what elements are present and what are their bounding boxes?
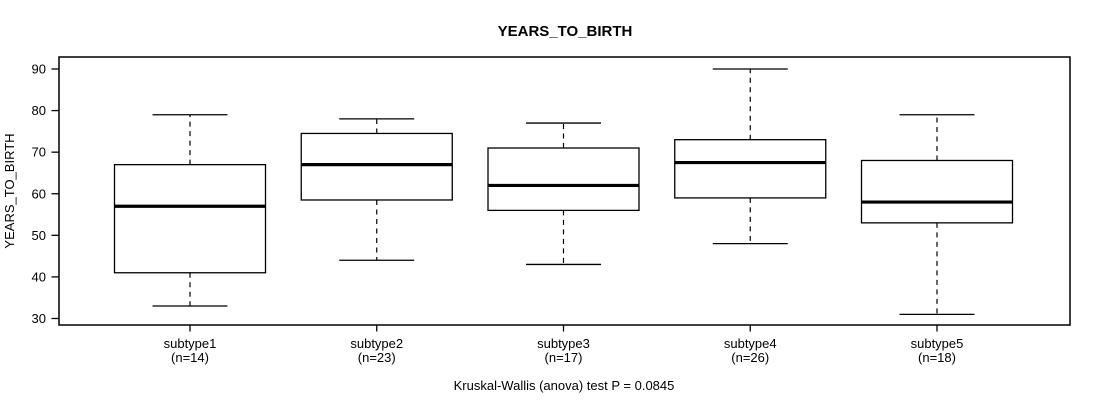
y-tick-label: 30 (32, 311, 46, 326)
x-category-label: subtype4 (724, 336, 777, 351)
y-axis-label: YEARS_TO_BIRTH (2, 133, 17, 248)
y-axis: 30 40 50 60 70 80 90 (32, 62, 59, 326)
y-tick-label: 80 (32, 103, 46, 118)
boxplot-subtype3 (487, 122, 640, 266)
x-category-label: subtype2 (350, 336, 403, 351)
plot-frame (58, 56, 1071, 326)
x-count-label: (n=14) (171, 350, 209, 365)
boxplot-subtype5 (860, 114, 1014, 315)
boxplot-subtype1 (113, 114, 267, 307)
boxplot-subtype4 (674, 68, 827, 245)
iqr-box (674, 139, 827, 199)
x-category-label: subtype5 (911, 336, 964, 351)
chart-title: YEARS_TO_BIRTH (498, 23, 633, 40)
y-tick-label: 70 (32, 145, 46, 160)
y-tick-label: 60 (32, 186, 46, 201)
iqr-box (113, 163, 267, 274)
x-category-label: subtype3 (537, 336, 590, 351)
x-count-label: (n=17) (545, 350, 583, 365)
iqr-box (860, 159, 1014, 224)
iqr-box (487, 147, 640, 212)
x-category-label: subtype1 (164, 336, 217, 351)
y-tick-label: 90 (32, 62, 46, 77)
x-axis: subtype1(n=14)subtype2(n=23)subtype3(n=1… (164, 325, 964, 365)
iqr-box (300, 132, 453, 201)
y-tick-label: 40 (32, 269, 46, 284)
boxplot-subtype2 (300, 118, 453, 261)
kruskal-test-annotation: Kruskal-Wallis (anova) test P = 0.0845 (454, 378, 675, 393)
x-count-label: (n=23) (358, 350, 396, 365)
x-count-label: (n=18) (918, 350, 956, 365)
x-count-label: (n=26) (731, 350, 769, 365)
boxplot-layer (113, 68, 1014, 315)
y-tick-label: 50 (32, 228, 46, 243)
